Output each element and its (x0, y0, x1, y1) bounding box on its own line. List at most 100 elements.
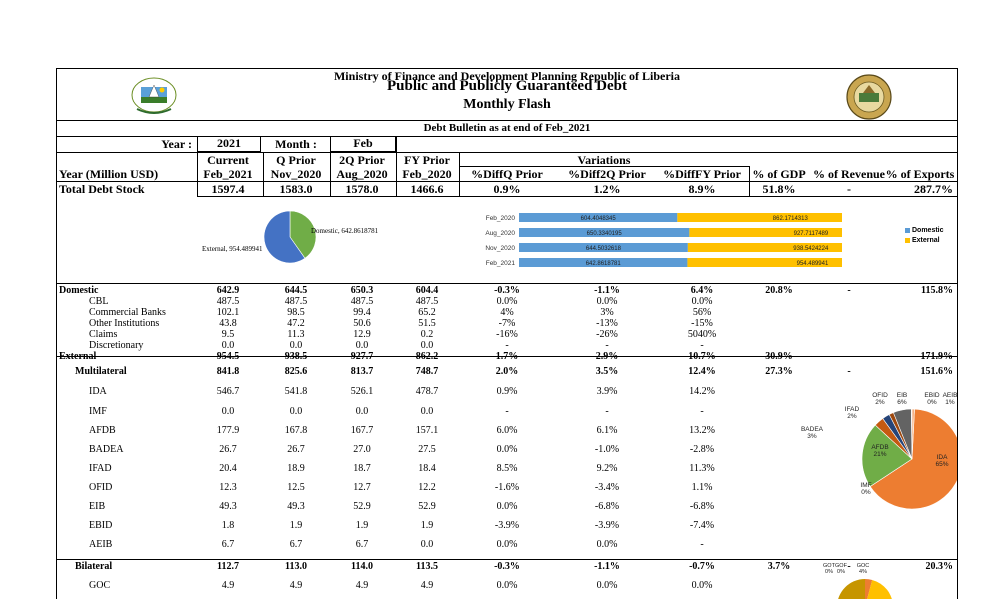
cell-qprior: 541.8 (284, 386, 308, 397)
cell-difffy: -6.8% (689, 501, 715, 512)
pie-pct-ofid: 2% (875, 399, 885, 406)
total-fyprior: 1466.6 (410, 182, 444, 196)
cell-difffy: -7.4% (689, 520, 715, 531)
cell-diff2q: -3.9% (594, 520, 620, 531)
cell-difffy: 0.0% (691, 296, 713, 307)
cell-2qprior: 114.0 (351, 561, 373, 572)
domestic-external-pie (207, 209, 367, 269)
bar-category-label: Feb_2021 (486, 260, 516, 267)
col-current: Current (207, 153, 249, 167)
cell-difffy: 13.2% (689, 425, 715, 436)
cell-diffq: 8.5% (496, 463, 518, 474)
cell-diffq: - (505, 406, 509, 417)
pie-label-eib: EIB (897, 392, 907, 399)
legend-external-label: External (912, 237, 940, 244)
row-badea: BADEA 26.7 26.7 27.0 27.5 0.0% -1.0% -2.8% (57, 444, 957, 458)
bar-data-label: 642.8618781 (586, 261, 622, 267)
cell-fyprior: 27.5 (418, 444, 436, 455)
row-multilateral: Multilateral 841.8 825.6 813.7 748.7 2.0% 3.5%… (57, 366, 957, 380)
col-aug2020: Aug_2020 (336, 167, 388, 181)
cell-2qprior: 167.7 (350, 425, 374, 436)
cell-diff2q: 3.9% (596, 386, 618, 397)
row-other-institutions: Other Institutions 43.8 47.2 50.6 51.5 -7% -13… (57, 318, 957, 329)
pie-slice-aeib (911, 408, 915, 460)
row-label: GOC (89, 580, 111, 591)
bar-legend: Domestic External (905, 227, 957, 244)
cell-gdp: 3.7% (767, 561, 791, 572)
row-goc: GOC 4.9 4.9 4.9 4.9 0.0% 0.0% 0.0% (57, 580, 957, 594)
row-label: CBL (89, 296, 109, 307)
col-qprior: Q Prior (276, 153, 316, 167)
total-current: 1597.4 (211, 182, 245, 196)
ministry-seal-logo (845, 73, 893, 121)
col-feb2020: Feb_2020 (402, 167, 452, 181)
total-revenue: - (847, 182, 851, 196)
cell-revenue: - (847, 366, 851, 377)
col-gdp: % of GDP (752, 167, 806, 181)
cell-diffq: -3.9% (494, 520, 520, 531)
pie-label-goc: GOC (857, 563, 870, 569)
report-subtitle: Monthly Flash (463, 97, 551, 112)
year-select[interactable]: 2021 (197, 136, 261, 152)
ministry-title: Ministry of Finance and Development Plan… (333, 69, 680, 83)
row-label: Multilateral (75, 366, 127, 377)
cell-diffq: 0.0% (496, 539, 518, 550)
bar-data-label: 954.489941 (797, 261, 829, 267)
pie-label-got: GOT (823, 563, 836, 569)
cell-fyprior: 0.2 (420, 329, 434, 340)
cell-2qprior: 6.7 (355, 539, 369, 550)
cell-diff2q: -1.1% (594, 561, 620, 572)
bar-domestic-aug_2020 (519, 228, 690, 237)
cell-fyprior: 0.0 (420, 539, 434, 550)
cell-qprior: 167.8 (284, 425, 308, 436)
cell-2qprior: 50.6 (353, 318, 371, 329)
pie-label-external: External, 954.489941 (202, 245, 263, 253)
cell-2qprior: 0.0 (355, 406, 369, 417)
bar-domestic-feb_2021 (519, 258, 688, 267)
cell-current: 0.0 (221, 406, 235, 417)
pie-label-gof: GOF (835, 563, 848, 569)
col-diff2q: %Diff2Q Prior (568, 167, 646, 181)
cell-diffq: 0.0% (496, 296, 518, 307)
row-label: IFAD (89, 463, 112, 474)
pie-slice-domestic (289, 210, 317, 259)
col-fyprior: FY Prior (404, 153, 450, 167)
bar-data-label: 938.5424224 (793, 246, 829, 252)
bar-data-label: 604.4048345 (581, 216, 617, 222)
bar-external-aug_2020 (689, 228, 933, 237)
row-label: Discretionary (89, 340, 144, 351)
month-select[interactable]: Feb (330, 136, 396, 152)
row-imf: IMF 0.0 0.0 0.0 0.0 - - - (57, 406, 957, 420)
row-ida: IDA 546.7 541.8 526.1 478.7 0.9% 3.9% 14.2% (57, 386, 957, 400)
cell-qprior: 18.9 (287, 463, 305, 474)
cell-current: 4.9 (221, 580, 235, 591)
col-2qprior: 2Q Prior (339, 153, 385, 167)
cell-qprior: 0.0 (289, 406, 303, 417)
pie-slice-external (263, 210, 306, 264)
cell-current: 642.9 (216, 285, 240, 296)
cell-difffy: 11.3% (689, 463, 715, 474)
cell-2qprior: 813.7 (350, 366, 374, 377)
debt-bulletin-sheet: Ministry of Finance and Development Plan… (56, 68, 963, 607)
cell-difffy: -0.7% (689, 561, 715, 572)
total-gdp: 51.8% (762, 182, 796, 196)
cell-qprior: 12.5 (287, 482, 305, 493)
bar-category-label: Nov_2020 (485, 245, 515, 252)
cell-diff2q: -1.0% (594, 444, 620, 455)
row-aeib: AEIB 6.7 6.7 6.7 0.0 0.0% 0.0% - (57, 539, 957, 553)
cell-2qprior: 12.7 (353, 482, 371, 493)
cell-diff2q: 3% (600, 307, 614, 318)
pie-label-badea: BADEA (801, 426, 824, 433)
cell-diff2q: -13% (596, 318, 618, 329)
cell-2qprior: 52.9 (353, 501, 371, 512)
col-variations: Variations (577, 153, 631, 167)
col-diffq: %DiffQ Prior (471, 167, 543, 181)
cell-diffq: - (505, 340, 509, 351)
row-ofid: OFID 12.3 12.5 12.7 12.2 -1.6% -3.4% 1.1% (57, 482, 957, 496)
pie-slice-other (837, 579, 865, 607)
cell-fyprior: 0.0 (420, 406, 434, 417)
col-difffy: %DiffFY Prior (663, 167, 741, 181)
bar-external-feb_2021 (687, 258, 938, 267)
cell-current: 49.3 (219, 501, 237, 512)
cell-gdp: 20.8% (765, 285, 793, 296)
